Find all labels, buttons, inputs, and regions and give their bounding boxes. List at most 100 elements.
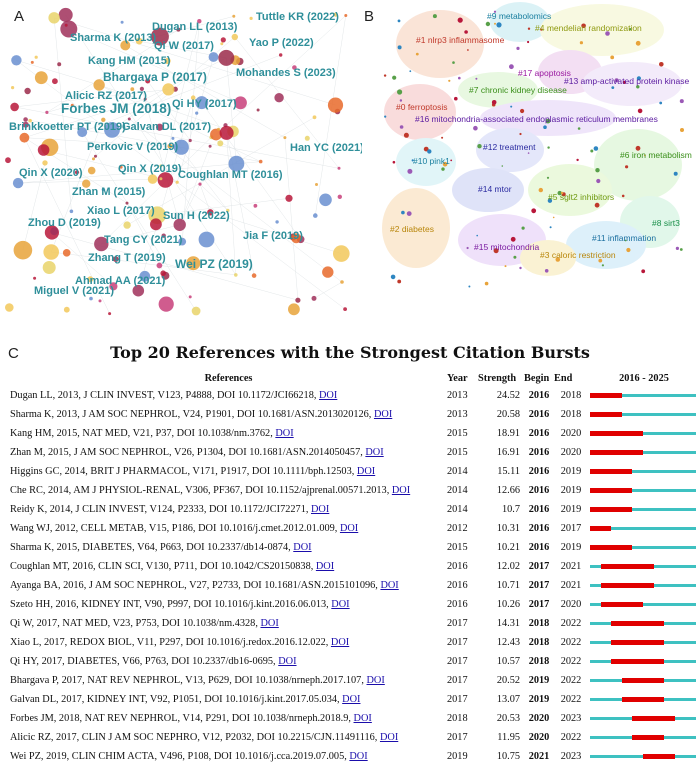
doi-link[interactable]: DOI bbox=[275, 428, 294, 439]
cluster-node bbox=[560, 191, 564, 195]
timeline-bar bbox=[590, 545, 696, 550]
burst-cell bbox=[588, 671, 700, 690]
reference-text: Sharma K, 2013, J AM SOC NEPHROL, V24, P… bbox=[10, 409, 372, 420]
network-edge bbox=[18, 178, 161, 184]
timeline-bar bbox=[590, 564, 696, 569]
doi-link[interactable]: DOI bbox=[353, 713, 372, 724]
cluster-node bbox=[496, 22, 502, 28]
network-node bbox=[337, 194, 342, 199]
strength-cell: 10.31 bbox=[496, 523, 520, 534]
doi-link[interactable]: DOI bbox=[315, 561, 335, 572]
begin-cell: 2019 bbox=[528, 675, 550, 686]
doi-link[interactable]: DOI bbox=[330, 637, 350, 648]
cluster-node bbox=[427, 149, 432, 154]
network-node bbox=[145, 78, 151, 84]
end-cell: 2023 bbox=[560, 751, 582, 762]
network-node bbox=[13, 240, 33, 260]
timeline-bar bbox=[590, 602, 696, 607]
network-node bbox=[207, 209, 214, 216]
doi-link[interactable]: DOI bbox=[278, 656, 297, 667]
cluster-node bbox=[494, 22, 496, 25]
table-row: Coughlan MT, 2016, CLIN SCI, V130, P711,… bbox=[10, 557, 700, 576]
reference-cell: Sharma K, 2015, DIABETES, V64, P663, DOI… bbox=[10, 538, 447, 557]
doi-link[interactable]: DOI bbox=[349, 751, 368, 762]
cluster-node bbox=[579, 41, 583, 45]
cluster-node bbox=[493, 248, 499, 254]
end-cell: 2020 bbox=[560, 599, 582, 610]
strength-cell: 14.31 bbox=[496, 618, 520, 629]
strength-cell: 24.52 bbox=[496, 390, 520, 401]
table-row: Galvan DL, 2017, KIDNEY INT, V92, P1051,… bbox=[10, 690, 700, 709]
timeline-bar bbox=[590, 431, 696, 436]
begin-cell: 2020 bbox=[528, 713, 550, 724]
network-edge bbox=[125, 45, 286, 138]
doi-link[interactable]: DOI bbox=[342, 694, 361, 705]
burst-cell bbox=[588, 481, 700, 500]
cluster-node bbox=[543, 125, 547, 129]
network-node bbox=[34, 71, 48, 85]
network-node bbox=[234, 96, 247, 110]
network-node bbox=[274, 93, 284, 103]
cluster-label-17: #17 apoptosis bbox=[518, 68, 571, 78]
cluster-node bbox=[432, 14, 437, 19]
cluster-node bbox=[409, 70, 412, 73]
network-node bbox=[197, 19, 202, 24]
year-cell: 2014 bbox=[447, 485, 468, 496]
network-node bbox=[228, 155, 245, 172]
table-row: Higgins GC, 2014, BRIT J PHARMACOL, V171… bbox=[10, 462, 700, 481]
doi-link[interactable]: DOI bbox=[365, 447, 384, 458]
network-node bbox=[150, 27, 169, 46]
node-label-qihy: Qi HY (2017) bbox=[172, 98, 237, 110]
doi-link[interactable]: DOI bbox=[380, 580, 399, 591]
doi-link[interactable]: DOI bbox=[260, 618, 279, 629]
header-strength: Strength bbox=[478, 373, 517, 384]
reference-cell: Wang WJ, 2012, CELL METAB, V15, P186, DO… bbox=[10, 519, 447, 538]
network-node bbox=[60, 20, 78, 38]
doi-link[interactable]: DOI bbox=[311, 504, 330, 515]
cluster-node bbox=[622, 80, 627, 84]
doi-link[interactable]: DOI bbox=[339, 523, 359, 534]
cluster-label-9: #9 metabolomics bbox=[487, 11, 551, 21]
table-row: Forbes JM, 2018, NAT REV NEPHROL, V14, P… bbox=[10, 709, 700, 728]
network-node bbox=[186, 256, 201, 271]
burst-cell bbox=[588, 538, 700, 557]
doi-link[interactable]: DOI bbox=[319, 390, 338, 401]
cluster-node bbox=[673, 171, 678, 176]
cluster-node bbox=[401, 210, 405, 215]
reference-text: Qi HY, 2017, DIABETES, V66, P763, DOI 10… bbox=[10, 656, 276, 667]
begin-cell: 2018 bbox=[528, 618, 550, 629]
timeline-bar bbox=[590, 583, 696, 588]
cluster-node bbox=[516, 46, 520, 51]
doi-link[interactable]: DOI bbox=[356, 466, 376, 477]
strength-cell: 16.91 bbox=[496, 447, 520, 458]
node-label-alicic: Alicic RZ (2017) bbox=[65, 90, 147, 102]
doi-link[interactable]: DOI bbox=[391, 485, 411, 496]
cluster-node bbox=[475, 77, 478, 80]
burst-segment bbox=[600, 583, 654, 588]
doi-link[interactable]: DOI bbox=[331, 599, 350, 610]
doi-link[interactable]: DOI bbox=[373, 409, 393, 420]
network-node bbox=[104, 121, 120, 138]
network-node bbox=[143, 97, 147, 101]
doi-link[interactable]: DOI bbox=[366, 675, 385, 686]
network-node bbox=[50, 227, 59, 236]
cluster-node bbox=[383, 74, 387, 77]
cluster-node bbox=[397, 19, 401, 23]
cluster-node bbox=[596, 178, 601, 184]
strength-cell: 10.71 bbox=[496, 580, 520, 591]
cluster-label-4: #4 mendelian randomization bbox=[535, 23, 642, 33]
node-label-tang: Tang CY (2021) bbox=[104, 234, 183, 246]
begin-cell: 2019 bbox=[528, 694, 550, 705]
cluster-node bbox=[598, 258, 603, 263]
timeline-bar bbox=[590, 488, 696, 493]
network-edge bbox=[199, 183, 228, 211]
doi-link[interactable]: DOI bbox=[379, 732, 399, 743]
cluster-node bbox=[519, 266, 522, 270]
year-cell: 2017 bbox=[447, 675, 468, 686]
doi-link[interactable]: DOI bbox=[293, 542, 312, 553]
cluster-node bbox=[477, 144, 482, 149]
cluster-node bbox=[467, 49, 469, 51]
cluster-node bbox=[466, 246, 469, 250]
burst-cell bbox=[588, 405, 700, 424]
burst-segment bbox=[590, 431, 643, 436]
